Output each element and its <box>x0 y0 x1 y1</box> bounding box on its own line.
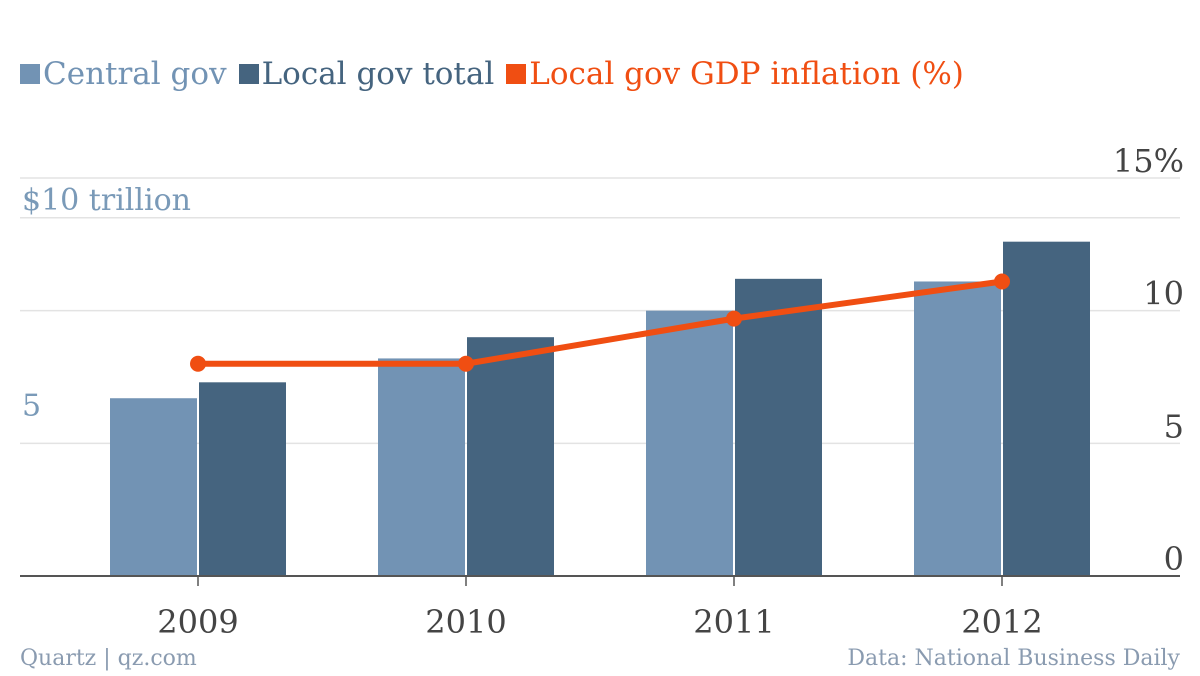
bar-local-gov-total-2012 <box>1003 241 1090 576</box>
left-tick-label-0: 5 <box>22 388 41 423</box>
bar-central-gov-2011 <box>646 310 733 576</box>
right-tick-label-1: 5 <box>1164 407 1184 445</box>
x-tick-label-2012: 2012 <box>961 603 1042 641</box>
inflation-point-2012 <box>994 273 1010 290</box>
inflation-point-2011 <box>726 310 742 327</box>
inflation-point-2010 <box>458 355 474 372</box>
bar-central-gov-2010 <box>378 358 465 576</box>
right-tick-label-2: 10 <box>1143 275 1184 313</box>
legend-item-inflation: Local gov GDP inflation (%) <box>506 56 964 92</box>
legend-label-central-gov: Central gov <box>43 56 227 92</box>
legend-item-local-gov-total: Local gov total <box>238 56 495 92</box>
right-tick-label-0: 0 <box>1164 540 1184 578</box>
legend: Central gov Local gov total Local gov GD… <box>20 56 976 92</box>
footer-source: Data: National Business Daily <box>847 646 1180 671</box>
legend-swatch-inflation <box>506 64 527 84</box>
legend-swatch-local-gov-total <box>238 64 259 84</box>
legend-label-local-gov-total: Local gov total <box>261 56 495 92</box>
bar-central-gov-2009 <box>110 398 197 576</box>
x-tick-label-2011: 2011 <box>693 603 774 641</box>
bar-local-gov-total-2010 <box>467 337 554 576</box>
footer-credit: Quartz | qz.com <box>20 646 197 671</box>
legend-item-central-gov: Central gov <box>20 56 227 92</box>
right-tick-label-3: 15% <box>1113 142 1184 180</box>
x-tick-label-2009: 2009 <box>157 603 238 641</box>
legend-swatch-central-gov <box>20 64 40 84</box>
bar-local-gov-total-2011 <box>735 278 822 576</box>
legend-label-inflation: Local gov GDP inflation (%) <box>529 56 964 92</box>
inflation-line-group <box>190 273 1010 372</box>
x-tick-label-2010: 2010 <box>425 603 506 641</box>
inflation-line <box>195 278 1005 367</box>
axes-group: 2009 2010 2011 2012 0 5 10 15% $10 trillion 5 <box>20 142 1184 641</box>
inflation-point-2009 <box>190 355 206 372</box>
bar-central-gov-2012 <box>914 281 1001 576</box>
bars-group <box>110 241 1090 576</box>
bar-local-gov-total-2009 <box>199 382 286 576</box>
left-axis-unit-label: $10 trillion <box>22 183 191 218</box>
